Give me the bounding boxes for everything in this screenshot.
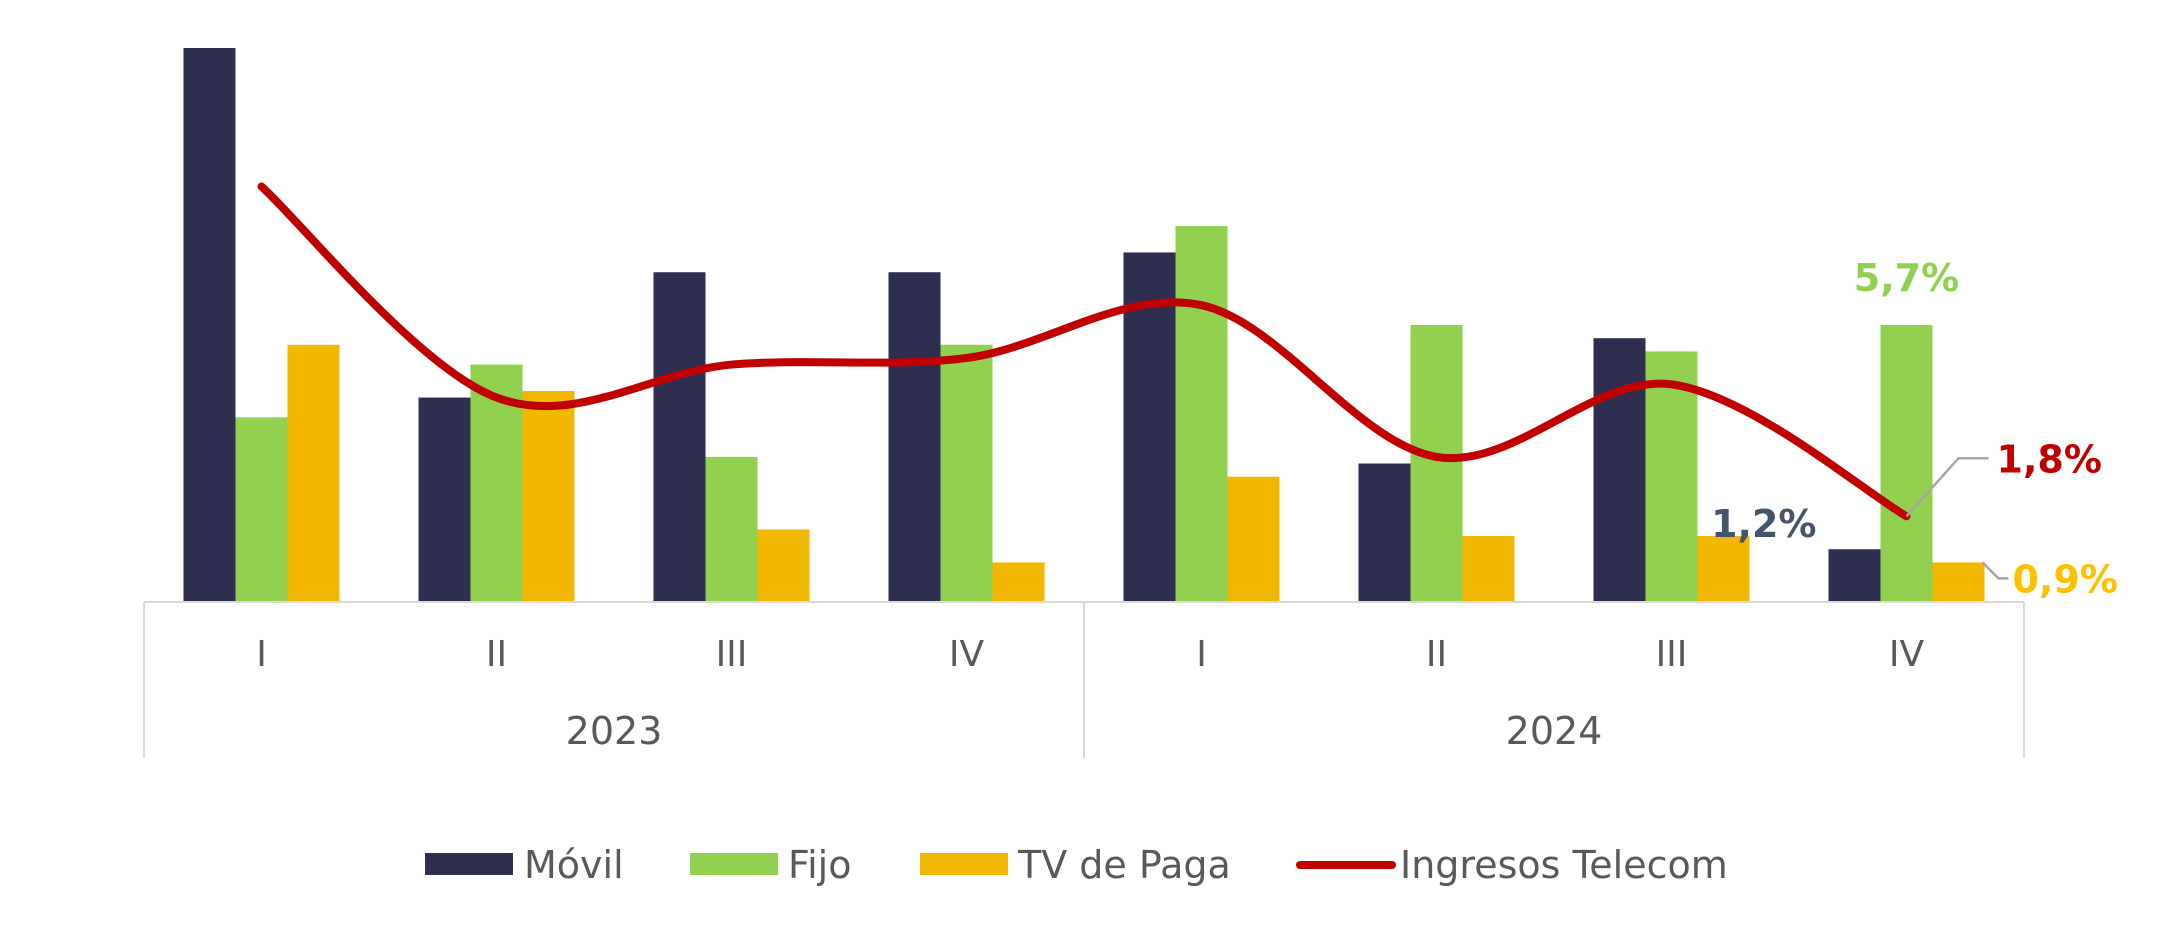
legend-label-tv-de-paga: TV de Paga	[1017, 843, 1231, 887]
legend-label-movil: Móvil	[524, 843, 624, 887]
bar-movil-2	[418, 397, 471, 602]
bar-tv-de-paga-7	[1697, 536, 1750, 602]
data-label-movil: 1,2%	[1711, 502, 1816, 546]
legend-swatch-movil	[425, 853, 513, 875]
bar-fijo-4	[940, 344, 993, 602]
legend-swatch-fijo	[690, 853, 778, 875]
legend-swatch-tv-de-paga	[920, 853, 1008, 875]
year-label-2024: 2024	[1506, 709, 1603, 753]
bar-tv-de-paga-8	[1932, 562, 1985, 602]
legend: Móvil Fijo TV de Paga Ingresos Telecom	[425, 843, 1728, 887]
bar-fijo-3	[705, 456, 758, 602]
legend-label-fijo: Fijo	[788, 843, 851, 887]
leader-ingresos-telecom	[1905, 457, 1989, 518]
bar-fijo-1	[235, 417, 288, 602]
quarter-label-3: III	[716, 634, 748, 675]
bar-movil-7	[1593, 338, 1646, 602]
bars-layer	[183, 48, 1985, 603]
bar-movil-8	[1828, 549, 1881, 602]
bar-movil-6	[1358, 463, 1411, 602]
quarter-label-5: I	[1196, 634, 1207, 675]
quarter-label-4: IV	[949, 634, 985, 675]
quarter-label-6: II	[1426, 634, 1447, 675]
quarter-label-7: III	[1656, 634, 1688, 675]
leader-tv-de-paga	[1981, 561, 2009, 580]
data-label-tv-de-paga: 0,9%	[2013, 557, 2118, 601]
quarter-label-8: IV	[1889, 634, 1925, 675]
quarter-label-1: I	[256, 634, 267, 675]
bar-movil-1	[183, 48, 236, 602]
bar-tv-de-paga-6	[1462, 536, 1515, 602]
bar-fijo-6	[1410, 325, 1463, 602]
bar-tv-de-paga-2	[522, 390, 575, 602]
bar-tv-de-paga-1	[287, 344, 340, 602]
line-layer	[257, 182, 1911, 521]
data-label-fijo: 5,7%	[1854, 256, 1959, 300]
bar-tv-de-paga-3	[757, 529, 810, 602]
bar-movil-4	[888, 272, 941, 602]
bar-movil-3	[653, 272, 706, 602]
bar-fijo-5	[1175, 226, 1228, 603]
legend-label-ingresos-telecom: Ingresos Telecom	[1400, 843, 1728, 887]
data-label-ingresos-telecom: 1,8%	[1997, 437, 2102, 481]
data-labels-layer: 1,2% 5,7% 1,8% 0,9%	[1711, 256, 2118, 601]
bar-fijo-7	[1645, 351, 1698, 602]
quarter-label-2: II	[486, 634, 507, 675]
bar-fijo-8	[1880, 325, 1933, 602]
line-ingresos-telecom	[257, 182, 1911, 521]
bar-tv-de-paga-5	[1227, 476, 1280, 602]
year-label-2023: 2023	[566, 709, 663, 753]
bar-tv-de-paga-4	[992, 562, 1045, 602]
